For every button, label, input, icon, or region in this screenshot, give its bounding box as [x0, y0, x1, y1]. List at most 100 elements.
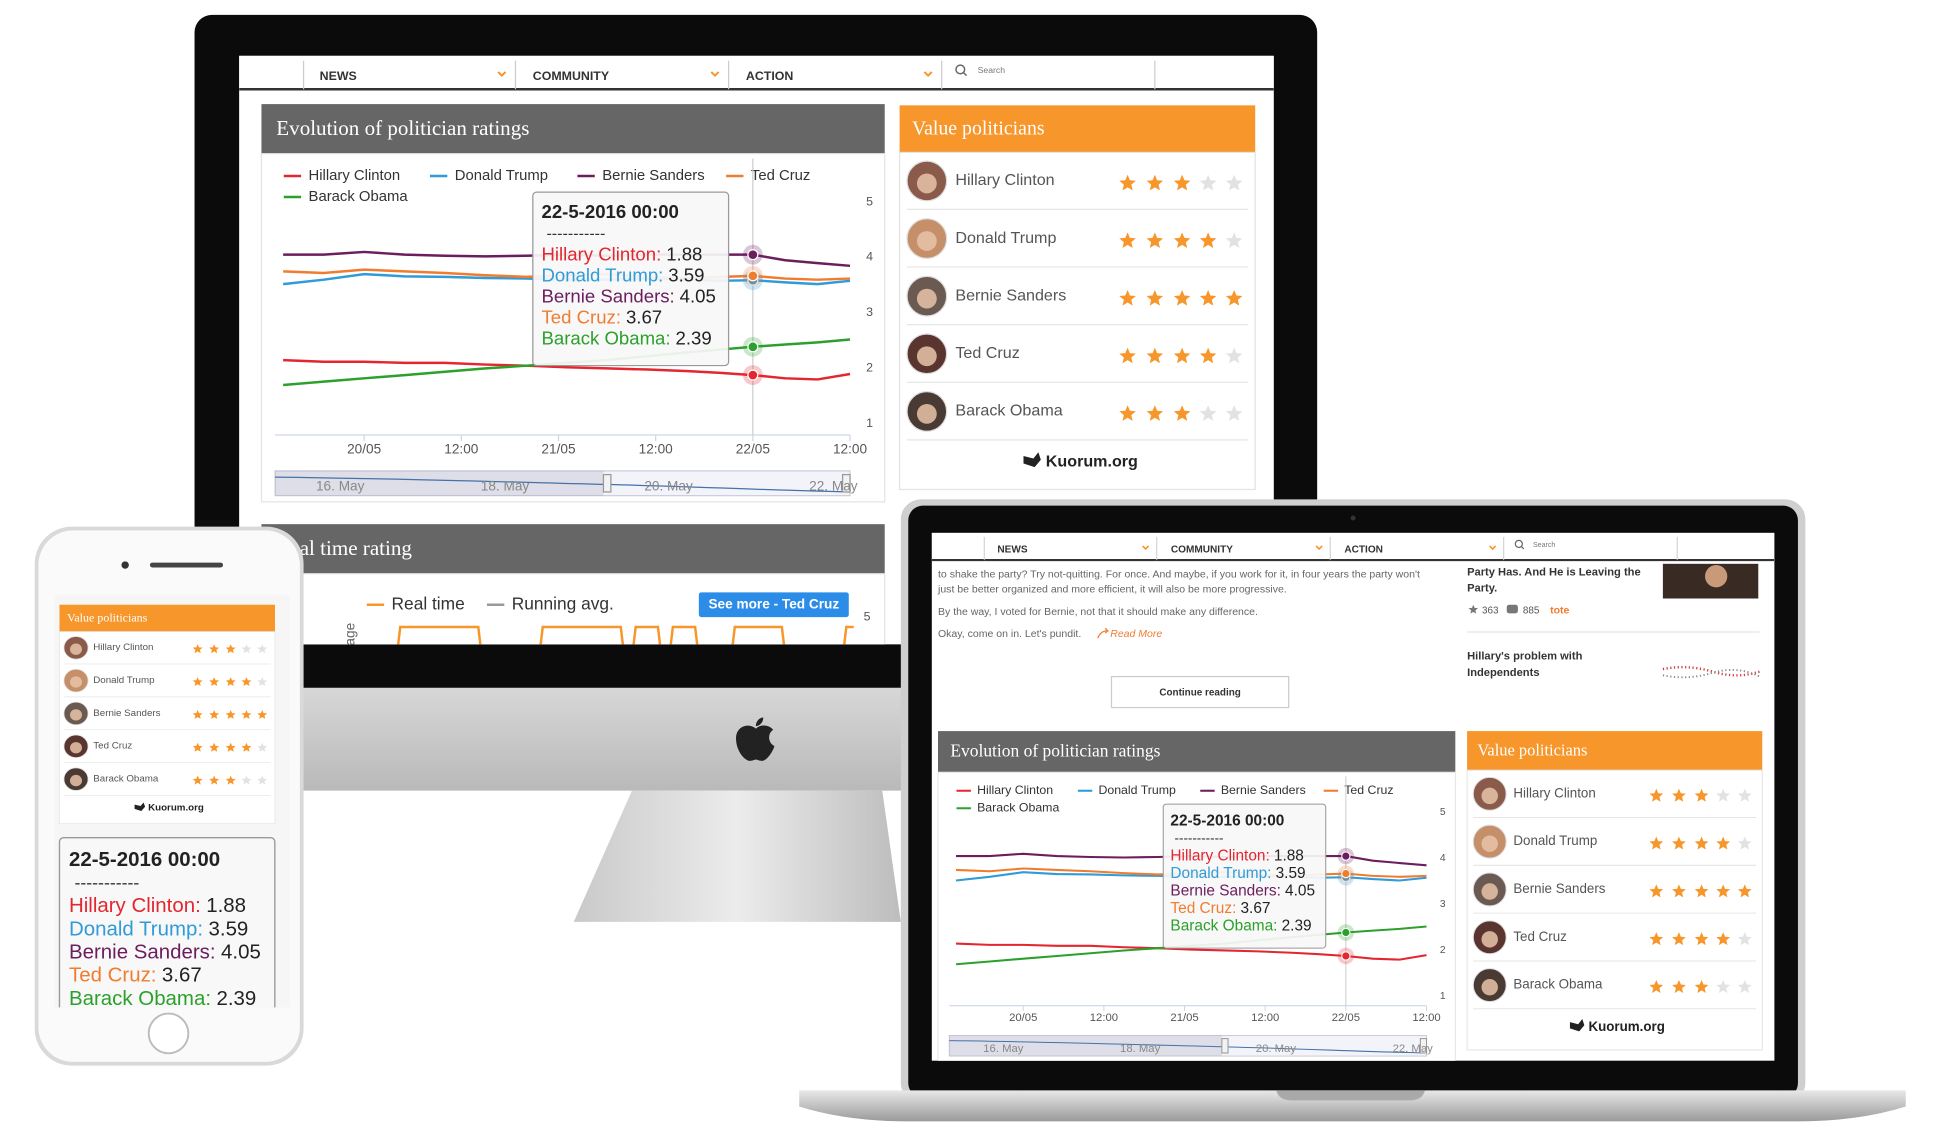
politician-name[interactable]: Ted Cruz — [955, 344, 1019, 362]
rating-star[interactable] — [1119, 232, 1136, 249]
rating-star[interactable] — [1119, 174, 1136, 191]
brand[interactable]: Kuorum.org — [1588, 1019, 1664, 1034]
navigator-handle[interactable] — [602, 473, 612, 493]
rating-star[interactable] — [257, 742, 268, 752]
legend-label[interactable]: Real time — [392, 593, 465, 613]
rating-star[interactable] — [257, 644, 268, 654]
rating-star[interactable] — [1173, 405, 1191, 421]
legend-label[interactable]: Barack Obama — [977, 800, 1059, 814]
nav-item[interactable]: COMMUNITY — [1171, 545, 1233, 556]
politician-name[interactable]: Ted Cruz — [1513, 929, 1567, 944]
rating-star[interactable] — [1737, 884, 1752, 898]
nav-item[interactable]: COMMUNITY — [533, 69, 610, 83]
rating-star[interactable] — [1716, 884, 1731, 898]
politician-name[interactable]: Hillary Clinton — [1513, 785, 1595, 800]
legend-label[interactable]: Bernie Sanders — [602, 168, 704, 184]
rating-star[interactable] — [1649, 932, 1664, 946]
politician-name[interactable]: Hillary Clinton — [93, 642, 153, 653]
politician-name[interactable]: Barack Obama — [1513, 977, 1603, 992]
politician-name[interactable]: Donald Trump — [93, 675, 154, 686]
rating-star[interactable] — [1173, 289, 1191, 306]
rating-star[interactable] — [1225, 289, 1243, 306]
rating-star[interactable] — [209, 709, 220, 719]
rating-star[interactable] — [1737, 836, 1752, 850]
rating-star[interactable] — [1649, 979, 1664, 993]
rating-star[interactable] — [209, 677, 220, 687]
rating-star[interactable] — [192, 742, 203, 752]
politician-name[interactable]: Ted Cruz — [93, 741, 132, 752]
rating-star[interactable] — [209, 644, 220, 654]
legend-label[interactable]: Donald Trump — [455, 168, 548, 184]
nav-item[interactable]: ACTION — [746, 69, 793, 83]
phone-home-button[interactable] — [147, 1012, 190, 1055]
see-more-label[interactable]: See more - Ted Cruz — [708, 596, 839, 611]
rating-star[interactable] — [1716, 979, 1731, 993]
rating-star[interactable] — [241, 775, 252, 785]
rating-star[interactable] — [225, 775, 236, 785]
navigator-handle[interactable] — [1221, 1038, 1229, 1054]
rating-star[interactable] — [1672, 836, 1686, 850]
rating-star[interactable] — [1146, 289, 1164, 306]
rating-star[interactable] — [209, 775, 220, 785]
rating-star[interactable] — [1199, 405, 1217, 421]
rating-star[interactable] — [1199, 232, 1217, 249]
legend-label[interactable]: Ted Cruz — [1344, 783, 1393, 797]
search-input[interactable]: Search — [1533, 542, 1555, 549]
rating-star[interactable] — [257, 677, 268, 687]
nav-item[interactable]: NEWS — [320, 69, 357, 83]
rating-star[interactable] — [1672, 932, 1686, 946]
rating-star[interactable] — [192, 709, 203, 719]
nav-item[interactable]: ACTION — [1344, 545, 1383, 556]
rating-star[interactable] — [1225, 174, 1243, 191]
rating-star[interactable] — [192, 644, 203, 654]
legend-label[interactable]: Donald Trump — [1098, 783, 1176, 797]
navigator-handle[interactable] — [1419, 1038, 1428, 1054]
sidebar-title[interactable]: Hillary's problem with — [1467, 651, 1583, 663]
rating-star[interactable] — [1672, 788, 1686, 802]
rating-star[interactable] — [1694, 979, 1709, 993]
rating-star[interactable] — [1716, 788, 1731, 802]
read-more-link[interactable]: Read More — [1110, 628, 1162, 640]
politician-name[interactable]: Barack Obama — [955, 402, 1062, 420]
rating-star[interactable] — [1737, 979, 1752, 993]
rating-star[interactable] — [1716, 932, 1731, 946]
rating-star[interactable] — [1173, 347, 1191, 364]
rating-star[interactable] — [1146, 232, 1164, 249]
rating-star[interactable] — [1649, 836, 1664, 850]
rating-star[interactable] — [1694, 884, 1709, 898]
rating-star[interactable] — [1199, 347, 1217, 364]
sidebar-title[interactable]: Party Has. And He is Leaving the — [1467, 566, 1641, 578]
rating-star[interactable] — [1173, 174, 1191, 191]
legend-label[interactable]: Hillary Clinton — [977, 783, 1053, 797]
search-input[interactable]: Search — [978, 65, 1006, 75]
see-more-button[interactable] — [698, 592, 849, 618]
rating-star[interactable] — [192, 775, 203, 785]
politician-name[interactable]: Hillary Clinton — [955, 171, 1054, 189]
rating-star[interactable] — [1694, 836, 1709, 850]
nav-item[interactable]: NEWS — [997, 545, 1028, 556]
rating-star[interactable] — [1672, 884, 1686, 898]
politician-name[interactable]: Bernie Sanders — [1513, 881, 1605, 896]
rating-star[interactable] — [241, 644, 252, 654]
rating-star[interactable] — [1225, 347, 1243, 364]
rating-star[interactable] — [1672, 979, 1686, 993]
legend-label[interactable]: Hillary Clinton — [309, 168, 401, 184]
rating-star[interactable] — [257, 775, 268, 785]
rating-star[interactable] — [1119, 347, 1136, 364]
rating-star[interactable] — [1716, 836, 1731, 850]
rating-star[interactable] — [225, 709, 236, 719]
sidebar-title[interactable]: Independents — [1467, 667, 1539, 679]
politician-name[interactable]: Bernie Sanders — [955, 286, 1066, 304]
sidebar-tag[interactable]: tote — [1550, 605, 1569, 617]
rating-star[interactable] — [192, 677, 203, 687]
rating-star[interactable] — [1225, 405, 1243, 421]
navigator-handle[interactable] — [841, 473, 851, 493]
legend-label[interactable]: Ted Cruz — [751, 168, 810, 184]
legend-label[interactable]: Barack Obama — [309, 189, 409, 205]
rating-star[interactable] — [1146, 174, 1164, 191]
rating-star[interactable] — [1737, 932, 1752, 946]
rating-star[interactable] — [1199, 174, 1217, 191]
rating-star[interactable] — [1694, 788, 1709, 802]
rating-star[interactable] — [209, 742, 220, 752]
rating-star[interactable] — [1119, 405, 1136, 421]
